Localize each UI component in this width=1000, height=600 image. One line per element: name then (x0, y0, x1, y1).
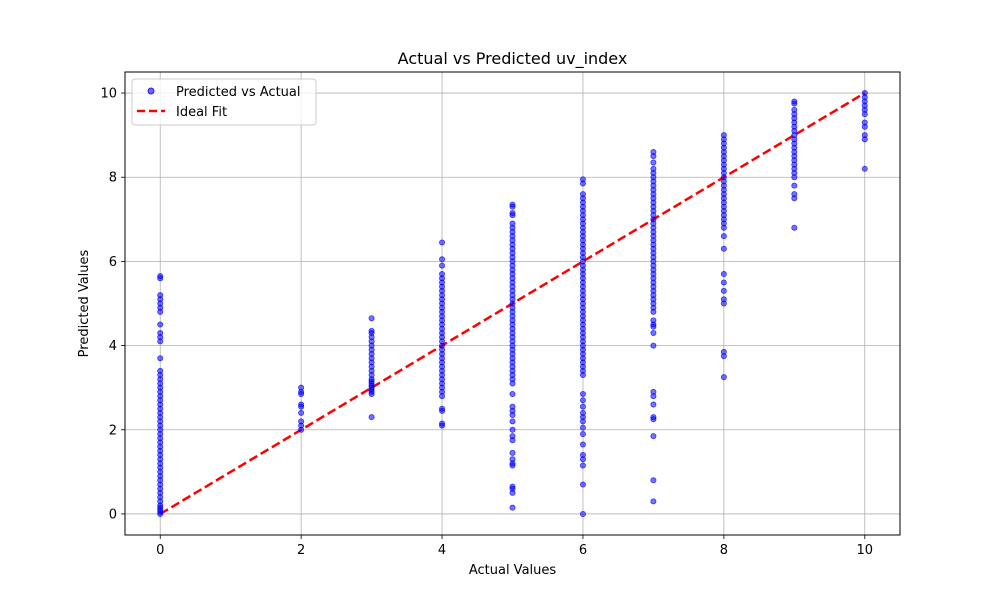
data-point (861, 90, 868, 97)
y-axis-label: Predicted Values (77, 249, 92, 357)
data-point (157, 355, 164, 362)
data-point (650, 342, 657, 349)
data-point (579, 403, 586, 410)
data-point (579, 191, 586, 198)
plot-area-frame (124, 71, 901, 536)
legend-label-line: Ideal Fit (176, 105, 227, 120)
data-point (579, 176, 586, 183)
data-point (368, 315, 375, 322)
data-point (579, 424, 586, 431)
data-point (157, 273, 164, 280)
x-tick-label: 4 (438, 543, 446, 558)
data-point (861, 119, 868, 126)
data-point (439, 256, 446, 263)
data-point (509, 433, 516, 440)
legend-box (131, 78, 317, 126)
data-point (509, 456, 516, 463)
data-point (579, 452, 586, 459)
data-point (720, 279, 727, 286)
data-point (720, 287, 727, 294)
y-tick-label: 6 (109, 255, 117, 270)
legend: Predicted vs Actual Ideal Fit (131, 78, 317, 126)
data-point (650, 317, 657, 324)
data-point (579, 510, 586, 517)
y-tick-label: 2 (109, 423, 117, 438)
data-point (650, 388, 657, 395)
data-point (720, 296, 727, 303)
data-point (861, 132, 868, 139)
x-tick-label: 6 (579, 543, 587, 558)
x-axis-ticks: 0 2 4 6 8 10 (156, 535, 873, 558)
data-point (579, 409, 586, 416)
data-point (861, 165, 868, 172)
legend-marker-scatter (147, 87, 155, 95)
data-point (791, 191, 798, 198)
data-point (157, 367, 164, 374)
data-point (720, 348, 727, 355)
data-point (298, 384, 305, 391)
data-point (298, 401, 305, 408)
data-point (439, 239, 446, 246)
data-point (650, 401, 657, 408)
data-point (650, 414, 657, 421)
data-point (791, 182, 798, 189)
data-point (650, 477, 657, 484)
data-point (791, 224, 798, 231)
data-point (509, 220, 516, 227)
data-point (509, 426, 516, 433)
data-point (720, 233, 727, 240)
data-point (720, 132, 727, 139)
data-point (509, 403, 516, 410)
scatter-points (157, 90, 868, 517)
data-point (579, 390, 586, 397)
data-point (650, 433, 657, 440)
data-point (509, 390, 516, 397)
data-point (439, 262, 446, 269)
data-point (720, 374, 727, 381)
data-point (509, 449, 516, 456)
x-tick-label: 8 (720, 543, 728, 558)
data-point (157, 329, 164, 336)
data-point (650, 498, 657, 505)
x-tick-label: 10 (856, 543, 873, 558)
data-point (720, 245, 727, 252)
y-tick-label: 0 (109, 507, 117, 522)
data-point (791, 98, 798, 105)
data-point (509, 418, 516, 425)
data-point (509, 201, 516, 208)
y-axis-ticks: 0 2 4 6 8 10 (100, 87, 125, 522)
chart-title: Actual vs Predicted uv_index (398, 49, 628, 69)
data-point (157, 292, 164, 299)
y-tick-label: 10 (100, 87, 117, 102)
x-tick-label: 2 (297, 543, 305, 558)
data-point (579, 430, 586, 437)
data-point (579, 481, 586, 488)
x-tick-label: 0 (156, 543, 164, 558)
data-point (650, 329, 657, 336)
data-point (579, 397, 586, 404)
y-tick-label: 4 (109, 339, 117, 354)
data-point (509, 504, 516, 511)
data-point (439, 405, 446, 412)
legend-label-scatter: Predicted vs Actual (176, 85, 300, 100)
data-point (579, 462, 586, 469)
data-point (650, 148, 657, 155)
data-point (439, 420, 446, 427)
data-point (579, 441, 586, 448)
data-point (509, 483, 516, 490)
data-point (720, 271, 727, 278)
y-tick-label: 8 (109, 171, 117, 186)
data-point (368, 327, 375, 334)
data-point (650, 165, 657, 172)
data-point (650, 159, 657, 166)
data-point (157, 321, 164, 328)
x-axis-label: Actual Values (469, 563, 557, 578)
data-point (298, 409, 305, 416)
data-point (509, 210, 516, 217)
data-point (368, 414, 375, 421)
data-point (298, 418, 305, 425)
data-point (791, 106, 798, 113)
data-point (439, 271, 446, 278)
